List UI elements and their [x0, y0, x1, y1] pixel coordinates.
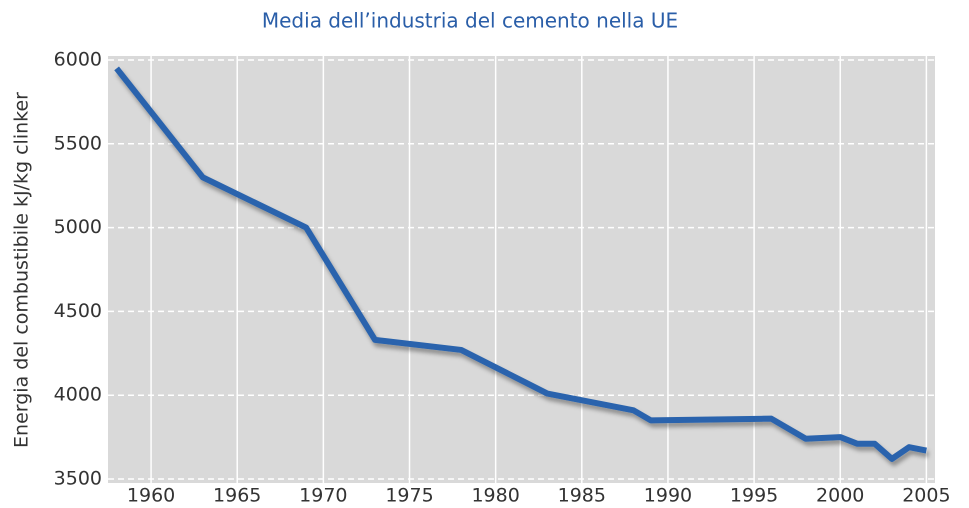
x-tick-label: 2000 — [816, 485, 864, 507]
x-tick-label: 1995 — [730, 485, 778, 507]
y-tick-label: 4500 — [54, 300, 102, 322]
plot-area — [108, 56, 935, 483]
y-tick-label: 3500 — [54, 468, 102, 490]
y-tick-label: 4000 — [54, 384, 102, 406]
x-tick-label: 1980 — [471, 485, 519, 507]
x-tick-label: 1965 — [213, 485, 261, 507]
y-axis-label: Energia del combustibile kJ/kg clinker — [11, 92, 33, 448]
y-tick-label: 5500 — [54, 132, 102, 154]
chart-title: Media dell’industria del cemento nella U… — [262, 9, 678, 33]
x-tick-label: 1975 — [385, 485, 433, 507]
data-line — [114, 66, 927, 462]
y-tick-label: 5000 — [54, 216, 102, 238]
y-tick-label: 6000 — [54, 49, 102, 71]
x-tick-label: 2005 — [902, 485, 950, 507]
x-tick-label: 1970 — [299, 485, 347, 507]
x-tick-label: 1960 — [127, 485, 175, 507]
x-tick-label: 1985 — [558, 485, 606, 507]
x-tick-label: 1990 — [644, 485, 692, 507]
